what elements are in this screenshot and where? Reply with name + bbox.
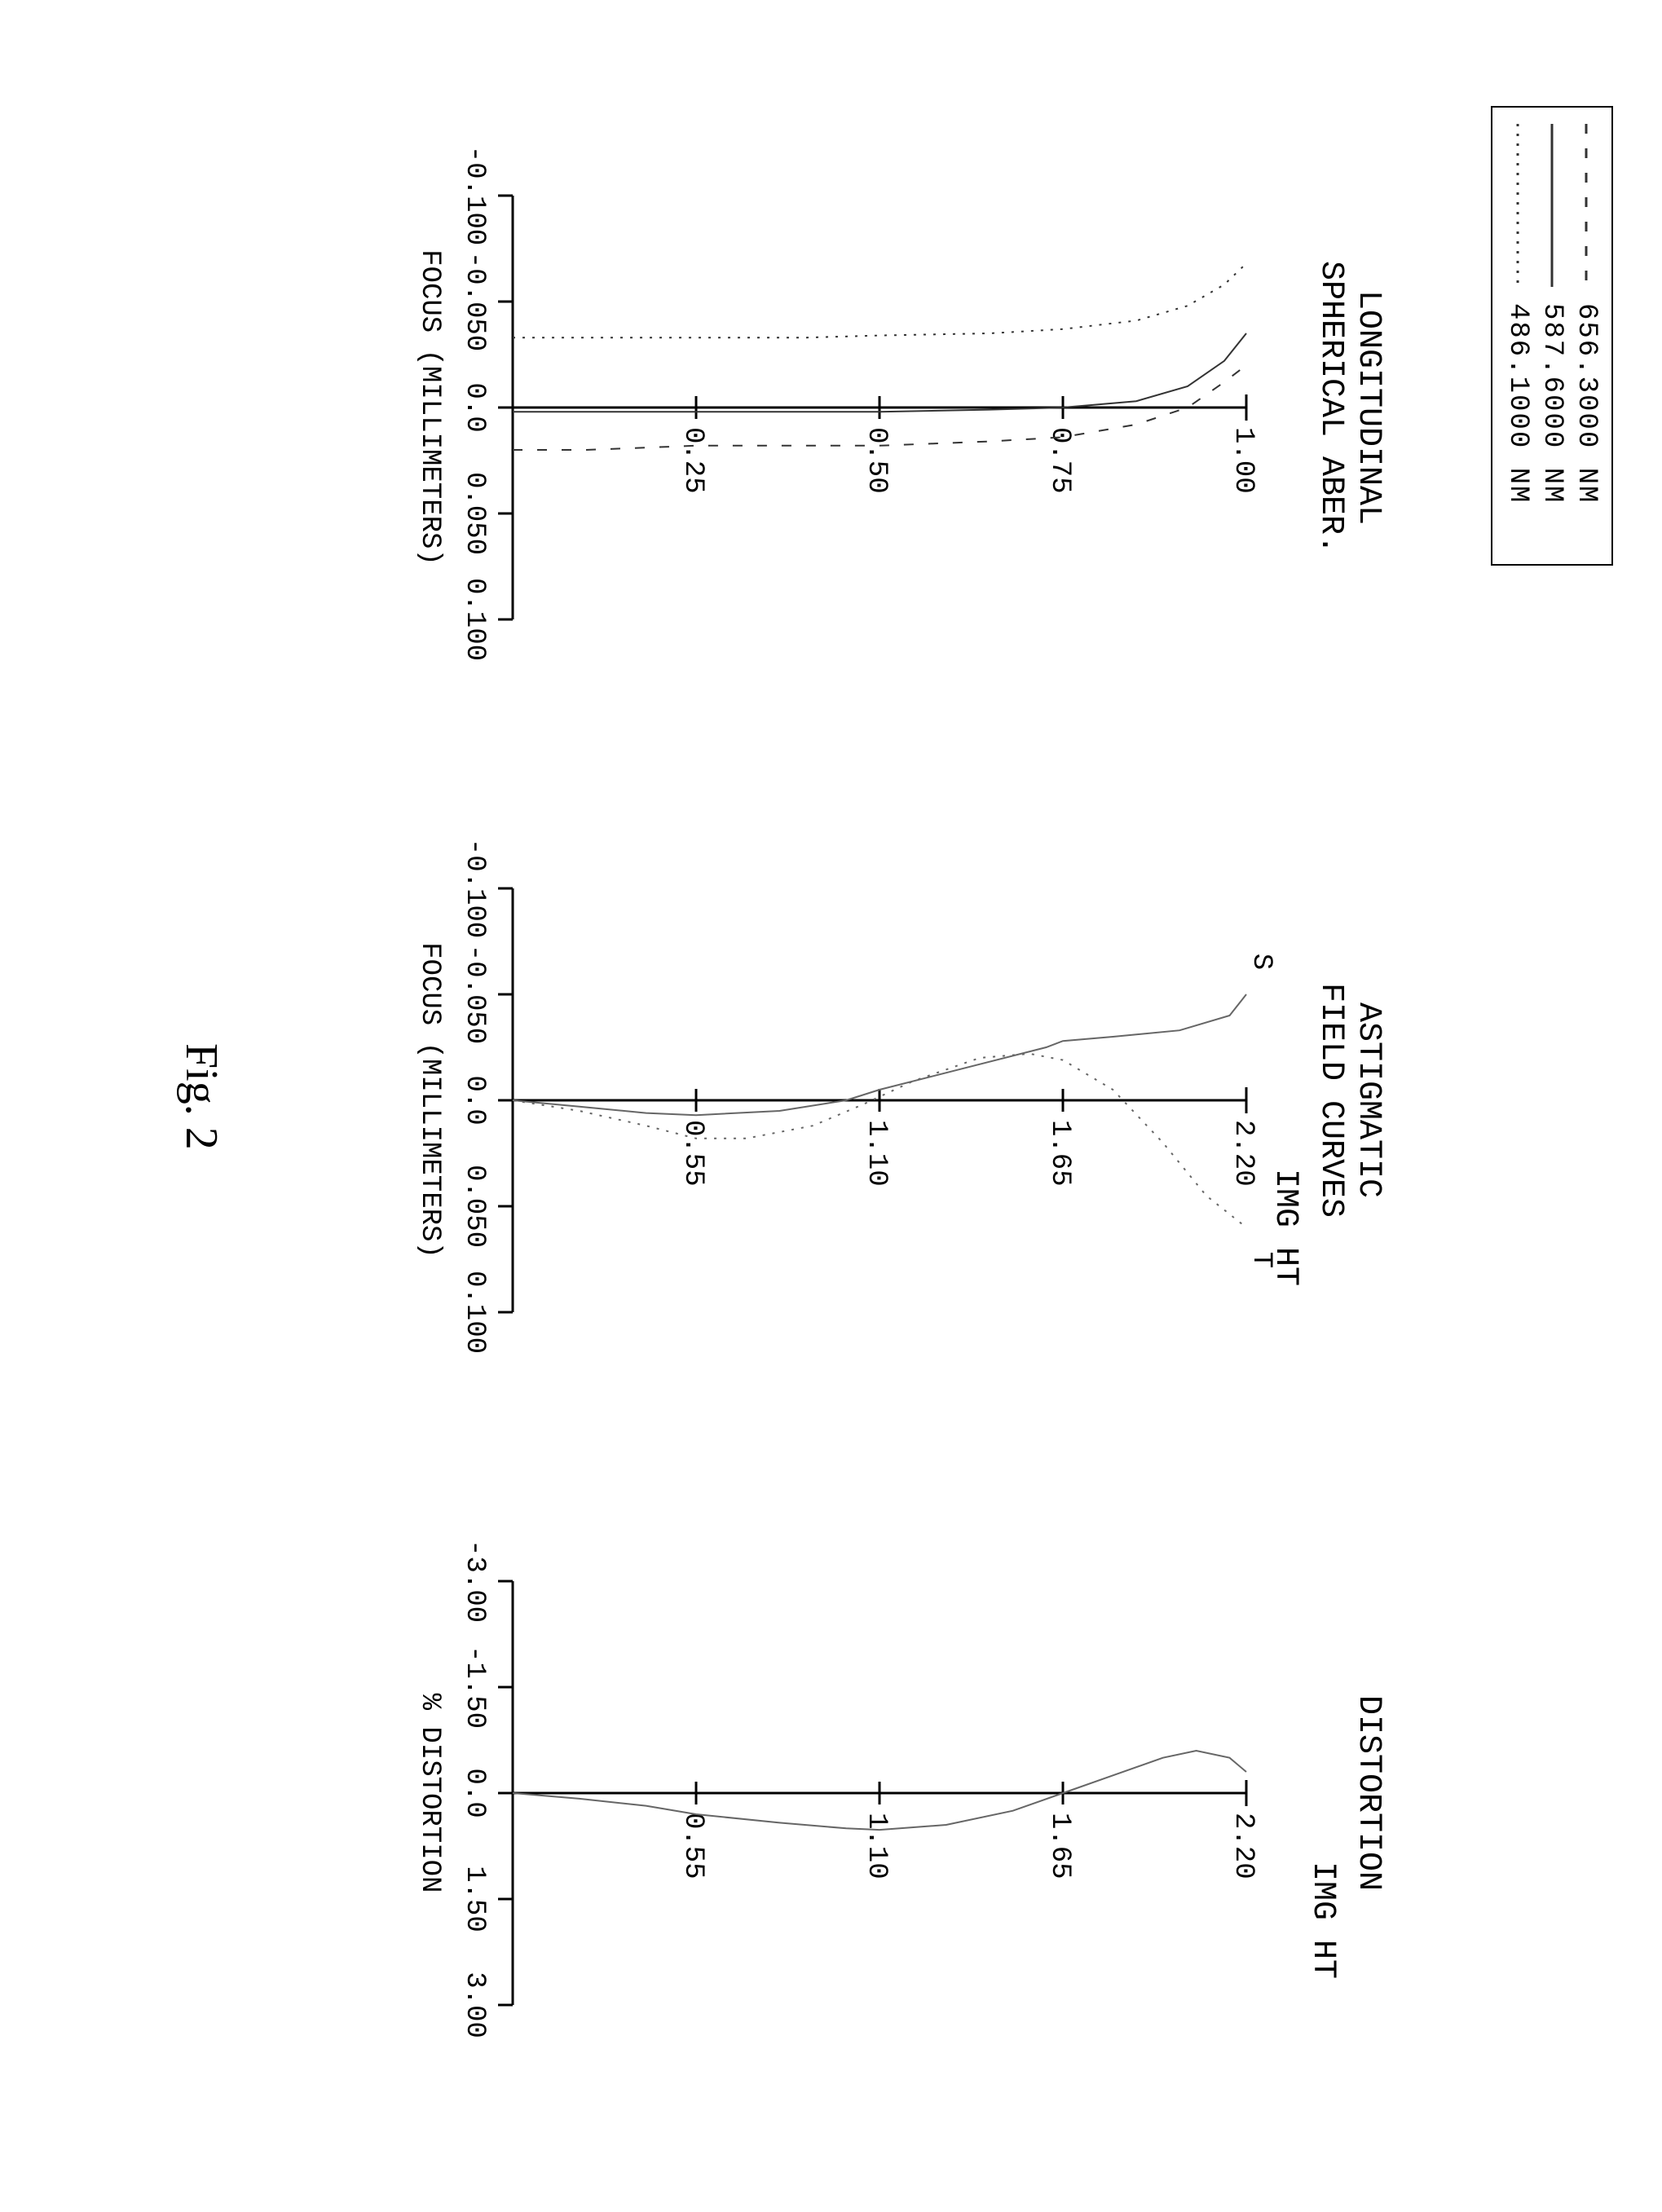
y-tick-label: 2.20 — [1228, 1813, 1259, 1879]
x-tick-label: 0.0 — [459, 1075, 490, 1125]
legend-line-icon — [1505, 124, 1530, 287]
x-tick-label: 0.0 — [459, 382, 490, 432]
chart-subtitle: IMG HT — [1304, 1862, 1341, 1979]
legend-line-icon — [1540, 124, 1564, 287]
x-axis-label: FOCUS (MILLIMETERS) — [414, 249, 445, 566]
legend-label: 656.3000 NM — [1571, 303, 1602, 504]
y-tick-label: 1.00 — [1228, 427, 1259, 494]
x-axis-label: FOCUS (MILLIMETERS) — [414, 942, 445, 1258]
x-tick-label: 0.100 — [459, 578, 490, 661]
chart-title: FIELD CURVES — [1312, 983, 1349, 1218]
y-tick-label: 1.65 — [1044, 1813, 1075, 1879]
y-tick-label: 0.55 — [677, 1813, 708, 1879]
legend-box: 656.3000 NM587.6000 NM486.1000 NM — [1491, 106, 1613, 566]
y-tick-label: 1.10 — [861, 1813, 892, 1879]
x-tick-label: -0.100 — [459, 839, 490, 938]
chart-title: DISTORTION — [1350, 1695, 1386, 1891]
legend-label: 486.1000 NM — [1502, 303, 1533, 504]
y-tick-label: 0.55 — [677, 1120, 708, 1187]
x-tick-label: 0.0 — [459, 1768, 490, 1818]
y-tick-label: 1.65 — [1044, 1120, 1075, 1187]
y-tick-label: 2.20 — [1228, 1120, 1259, 1187]
chart-astigmatic-field: ASTIGMATICFIELD CURVESIMG HT -0.100 -0.050… — [350, 799, 1393, 1402]
chart-spherical-aberration: LONGITUDINALSPHERICAL ABER. -0.100 -0.050 0… — [350, 106, 1393, 709]
x-tick-label: -0.050 — [459, 945, 490, 1044]
legend-row: 486.1000 NM — [1501, 124, 1535, 548]
x-tick-label: -0.100 — [459, 146, 490, 245]
chart-title: ASTIGMATIC — [1350, 1002, 1386, 1198]
x-tick-label: 0.100 — [459, 1271, 490, 1354]
y-tick-label: 0.50 — [861, 427, 892, 494]
chart-distortion: DISTORTIONIMG HT -3.00 -1.50 0.0 1.50 3.00 0.5… — [350, 1492, 1393, 2095]
series-line — [513, 263, 1246, 337]
x-axis-label: % DISTORTION — [414, 1694, 445, 1893]
t-label: T — [1245, 1252, 1276, 1268]
legend-row: 587.6000 NM — [1535, 124, 1569, 548]
chart-title: SPHERICAL ABER. — [1312, 261, 1349, 554]
x-tick-label: -0.050 — [459, 252, 490, 351]
legend-label: 587.6000 NM — [1536, 303, 1567, 504]
x-tick-label: 0.050 — [459, 1165, 490, 1248]
x-tick-label: -3.00 — [459, 1540, 490, 1623]
rotated-page: 656.3000 NM587.6000 NM486.1000 NM LONGIT… — [0, 0, 1662, 2212]
x-tick-label: 3.00 — [459, 1972, 490, 2038]
x-tick-label: 0.050 — [459, 472, 490, 555]
y-tick-label: 1.10 — [861, 1120, 892, 1187]
chart-title: LONGITUDINAL — [1350, 290, 1386, 525]
figure-caption: Fig. 2 — [175, 1043, 227, 1150]
s-label: S — [1245, 954, 1276, 970]
x-tick-label: 1.50 — [459, 1866, 490, 1932]
x-tick-label: -1.50 — [459, 1646, 490, 1729]
y-tick-label: 0.25 — [677, 427, 708, 494]
legend-line-icon — [1574, 124, 1598, 287]
chart-subtitle: IMG HT — [1267, 1169, 1303, 1286]
legend-row: 656.3000 NM — [1569, 124, 1603, 548]
